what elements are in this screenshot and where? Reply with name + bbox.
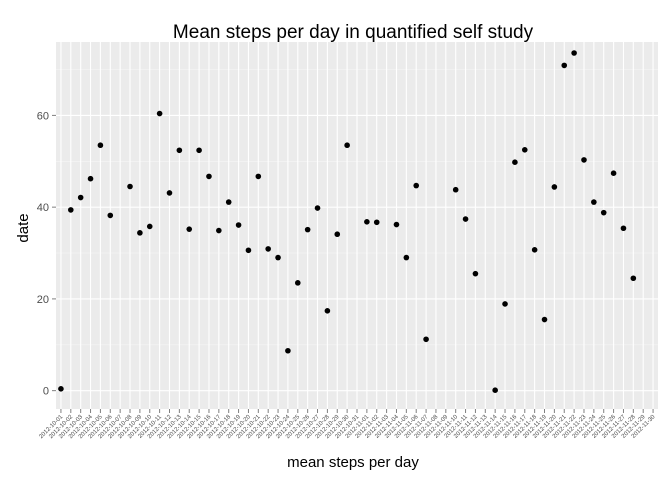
- data-point: [364, 219, 370, 225]
- chart-title: Mean steps per day in quantified self st…: [173, 22, 534, 43]
- data-point: [581, 157, 587, 163]
- y-axis: 0 20 40 60: [37, 110, 56, 398]
- data-point: [146, 223, 153, 230]
- data-point: [393, 221, 400, 228]
- data-point: [166, 190, 173, 196]
- y-tick-label: 0: [43, 386, 49, 398]
- data-point: [156, 110, 163, 117]
- major-gridlines: [56, 42, 658, 409]
- data-point: [58, 386, 64, 392]
- data-point: [413, 182, 420, 189]
- data-point: [462, 216, 469, 222]
- data-point: [225, 199, 232, 205]
- data-point: [334, 231, 341, 238]
- y-axis-title: date: [15, 213, 32, 242]
- data-point: [137, 230, 143, 236]
- data-point: [97, 142, 104, 149]
- data-point: [620, 225, 627, 232]
- data-point: [512, 159, 518, 165]
- data-point: [551, 184, 558, 190]
- data-point: [541, 316, 548, 323]
- data-point: [294, 280, 301, 286]
- data-point: [186, 226, 193, 232]
- data-point: [521, 147, 528, 153]
- data-point: [314, 205, 321, 211]
- data-point: [571, 50, 577, 56]
- x-axis-title: mean steps per day: [287, 454, 419, 471]
- data-point: [423, 336, 429, 343]
- data-point: [630, 275, 637, 282]
- data-point: [324, 308, 331, 314]
- data-point: [265, 246, 271, 252]
- data-points: [58, 50, 637, 393]
- data-point: [472, 270, 479, 277]
- data-point: [196, 147, 202, 154]
- data-point: [452, 186, 459, 193]
- y-tick-label: 60: [37, 110, 49, 122]
- y-tick-label: 20: [37, 294, 49, 306]
- data-point: [502, 301, 508, 307]
- data-point: [561, 62, 568, 69]
- data-point: [610, 170, 617, 177]
- data-point: [216, 227, 222, 234]
- y-tick-label: 40: [37, 202, 49, 214]
- data-point: [127, 183, 133, 190]
- data-point: [285, 347, 291, 354]
- data-point: [255, 173, 262, 180]
- data-point: [275, 254, 281, 261]
- data-point: [492, 387, 498, 393]
- data-point: [600, 209, 607, 216]
- data-point: [107, 212, 114, 219]
- data-point: [373, 219, 380, 226]
- data-point: [531, 247, 538, 253]
- data-point: [344, 142, 350, 149]
- data-point: [206, 173, 212, 180]
- data-point: [304, 226, 311, 233]
- data-point: [245, 247, 252, 254]
- data-point: [176, 147, 183, 154]
- data-point: [77, 194, 84, 201]
- data-point: [68, 207, 74, 213]
- data-point: [235, 222, 242, 228]
- x-axis: 2012-10-012012-10-022012-10-032012-10-04…: [38, 409, 657, 440]
- data-point: [87, 175, 94, 182]
- data-point: [591, 199, 597, 205]
- data-point: [403, 254, 410, 261]
